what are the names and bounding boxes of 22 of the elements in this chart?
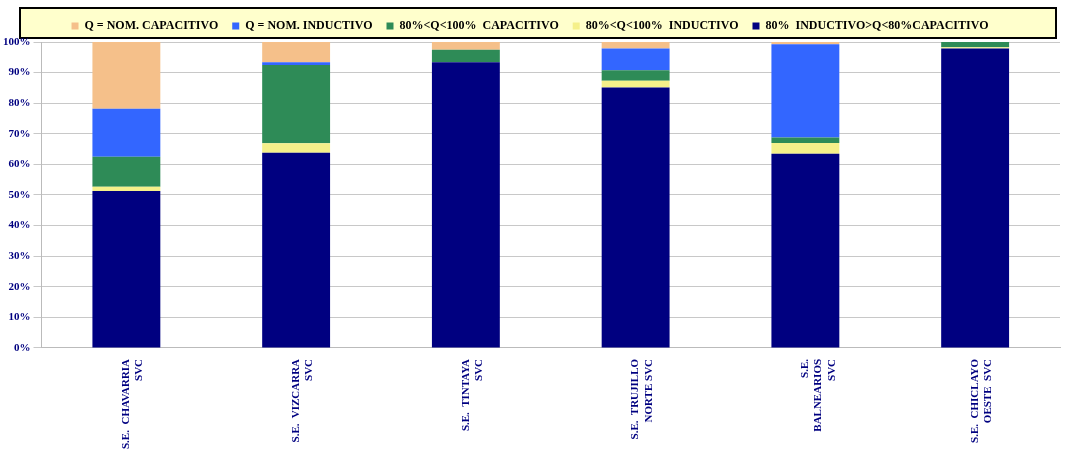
- legend-label: 80%<Q<100% INDUCTIVO: [585, 18, 739, 33]
- x-tick-label: S.E. BALNEARIOS SVC: [798, 358, 837, 432]
- legend-label: 80% INDUCTIVO>Q<80%CAPACITIVO: [765, 18, 989, 33]
- x-tick-label: S.E. VIZCARRA SVC: [288, 358, 315, 443]
- y-tick-label: 30%: [8, 249, 31, 261]
- y-tick-label: 40%: [8, 218, 31, 231]
- y-tick-label: 60%: [8, 157, 31, 170]
- y-tick-label: 0%: [14, 340, 31, 353]
- y-tick-label: 70%: [8, 126, 31, 139]
- y-tick-label: 50%: [8, 187, 31, 200]
- y-tick-label: 90%: [8, 65, 31, 78]
- y-tick-label: 100%: [3, 34, 31, 47]
- x-tick-label: S.E. CHICLAYO OESTE SVC: [967, 358, 994, 443]
- y-tick-label: 20%: [8, 279, 31, 292]
- legend-label: Q = NOM. INDUCTIVO: [245, 18, 373, 33]
- legend-label: 80%<Q<100% CAPACITIVO: [399, 18, 559, 33]
- y-tick-label: 80%: [8, 96, 31, 109]
- x-tick-label: S.E. TINTAYA SVC: [458, 358, 484, 432]
- y-tick-label: 10%: [8, 310, 31, 323]
- x-tick-label: S.E. CHAVARRIA SVC: [119, 358, 145, 449]
- x-tick-label: S.E. TRUJILLO NORTE SVC: [628, 358, 654, 440]
- legend-label: Q = NOM. CAPACITIVO: [84, 18, 219, 33]
